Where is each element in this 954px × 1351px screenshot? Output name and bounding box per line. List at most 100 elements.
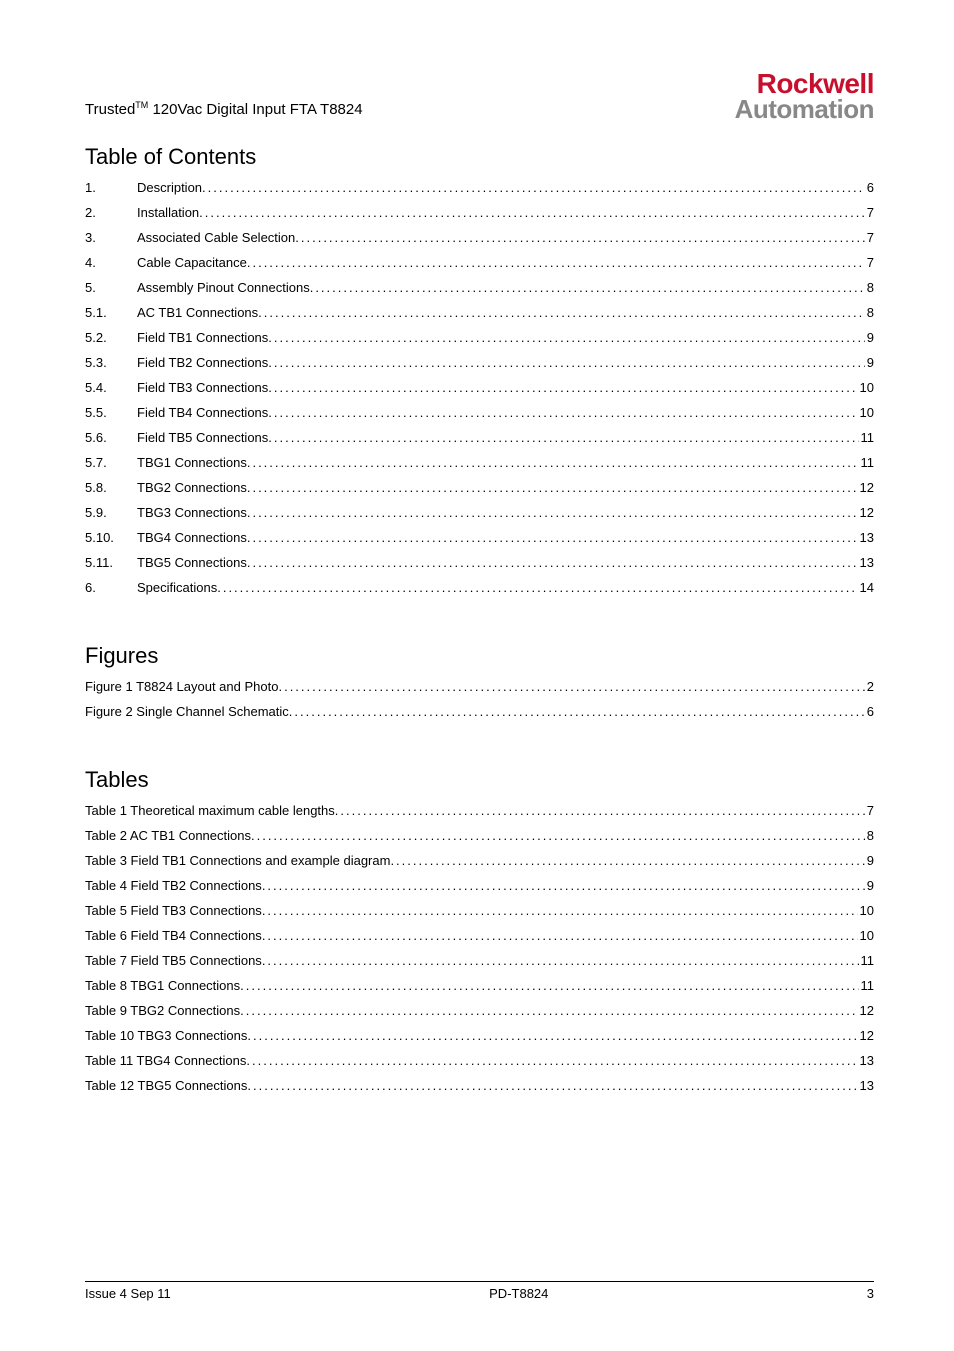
toc-entry: 5.6.Field TB5 Connections11 [85,430,874,445]
table-entry: Table 10 TBG3 Connections 12 [85,1028,874,1043]
toc-entry: 3.Associated Cable Selection7 [85,230,874,245]
toc-entry-number: 1. [85,180,137,195]
table-entry: Table 6 Field TB4 Connections10 [85,928,874,943]
toc-entry-number: 2. [85,205,137,220]
document-title: TrustedTM 120Vac Digital Input FTA T8824 [85,100,363,122]
table-entry: Table 9 TBG2 Connections 12 [85,1003,874,1018]
toc-entry-number: 4. [85,255,137,270]
table-entry-page: 11 [859,978,875,993]
toc-entry-page: 7 [865,230,874,245]
table-entry-page: 12 [858,1003,874,1018]
toc-entry-page: 8 [865,280,874,295]
tables-heading: Tables [85,767,874,793]
figure-entry: Figure 1 T8824 Layout and Photo2 [85,679,874,694]
toc-entry-page: 9 [865,330,874,345]
table-entry-text: Table 10 TBG3 Connections [85,1028,247,1043]
toc-entry: 5.4.Field TB3 Connections10 [85,380,874,395]
toc-leader [247,255,865,270]
toc-leader [199,205,865,220]
toc-leader [247,1078,857,1093]
toc-leader [262,928,858,943]
footer-issue: Issue 4 Sep 11 [85,1286,171,1301]
table-entry-text: Table 9 TBG2 Connections [85,1003,240,1018]
toc-entry-text: Field TB2 Connections [137,355,268,370]
toc-list: 1.Description62.Installation73.Associate… [85,180,874,595]
toc-entry-number: 5.6. [85,430,137,445]
table-entry: Table 12 TBG5 Connections 13 [85,1078,874,1093]
toc-entry-page: 7 [865,255,874,270]
toc-leader [268,430,858,445]
toc-leader [240,978,858,993]
table-entry-page: 13 [858,1078,874,1093]
toc-entry-text: Installation [137,205,199,220]
toc-leader [390,853,864,868]
page-header: TrustedTM 120Vac Digital Input FTA T8824… [85,70,874,122]
toc-entry: 4.Cable Capacitance7 [85,255,874,270]
table-entry-text: Table 11 TBG4 Connections [85,1053,246,1068]
table-entry-text: Table 8 TBG1 Connections [85,978,240,993]
table-entry: Table 5 Field TB3 Connections10 [85,903,874,918]
table-entry-text: Table 6 Field TB4 Connections [85,928,262,943]
toc-entry: 5.8.TBG2 Connections12 [85,480,874,495]
table-entry: Table 2 AC TB1 Connections8 [85,828,874,843]
toc-entry-text: AC TB1 Connections [137,305,258,320]
toc-entry-page: 11 [859,455,875,470]
toc-entry-number: 5.10. [85,530,137,545]
toc-leader [262,878,865,893]
toc-entry-number: 5.3. [85,355,137,370]
logo-bottom-text: Automation [735,96,874,122]
toc-entry-number: 5. [85,280,137,295]
table-entry: Table 11 TBG4 Connections13 [85,1053,874,1068]
toc-entry-page: 10 [858,380,874,395]
company-logo: Rockwell Automation [735,70,874,122]
toc-leader [278,679,864,694]
toc-leader [310,280,865,295]
toc-leader [289,704,865,719]
toc-entry-text: Specifications [137,580,217,595]
toc-entry-page: 8 [865,305,874,320]
toc-leader [268,380,857,395]
table-entry: Table 1 Theoretical maximum cable length… [85,803,874,818]
toc-entry-page: 10 [858,405,874,420]
table-entry: Table 4 Field TB2 Connections9 [85,878,874,893]
table-entry-text: Table 5 Field TB3 Connections [85,903,262,918]
toc-leader [247,1028,857,1043]
toc-entry: 1.Description6 [85,180,874,195]
toc-entry-text: Field TB4 Connections [137,405,268,420]
trademark: TM [135,100,148,110]
toc-entry-text: TBG2 Connections [137,480,247,495]
toc-entry-number: 3. [85,230,137,245]
toc-entry-text: TBG1 Connections [137,455,247,470]
toc-entry-number: 5.4. [85,380,137,395]
toc-entry-text: TBG5 Connections [137,555,247,570]
toc-entry-number: 5.2. [85,330,137,345]
table-entry: Table 7 Field TB5 Connections11 [85,953,874,968]
figure-entry-page: 2 [865,679,874,694]
toc-entry-text: TBG4 Connections [137,530,247,545]
toc-entry: 5.7.TBG1 Connections11 [85,455,874,470]
table-entry-page: 11 [859,953,875,968]
toc-entry: 5.5.Field TB4 Connections10 [85,405,874,420]
tables-list: Table 1 Theoretical maximum cable length… [85,803,874,1093]
toc-leader [202,180,865,195]
product-line: Trusted [85,101,135,118]
table-entry-page: 8 [865,828,874,843]
toc-entry-text: Description [137,180,202,195]
toc-entry-page: 13 [858,555,874,570]
table-entry-text: Table 12 TBG5 Connections [85,1078,247,1093]
table-entry-page: 12 [858,1028,874,1043]
product-desc: 120Vac Digital Input FTA T8824 [148,101,362,118]
toc-entry-page: 11 [859,430,875,445]
toc-leader [246,1053,857,1068]
toc-entry-page: 14 [858,580,874,595]
figure-entry: Figure 2 Single Channel Schematic6 [85,704,874,719]
figures-list: Figure 1 T8824 Layout and Photo2 Figure 2… [85,679,874,719]
toc-entry-page: 9 [865,355,874,370]
toc-leader [295,230,865,245]
toc-leader [247,555,858,570]
toc-leader [251,828,865,843]
toc-entry-page: 7 [865,205,874,220]
figure-entry-page: 6 [865,704,874,719]
table-entry-page: 7 [865,803,874,818]
toc-entry-number: 5.8. [85,480,137,495]
